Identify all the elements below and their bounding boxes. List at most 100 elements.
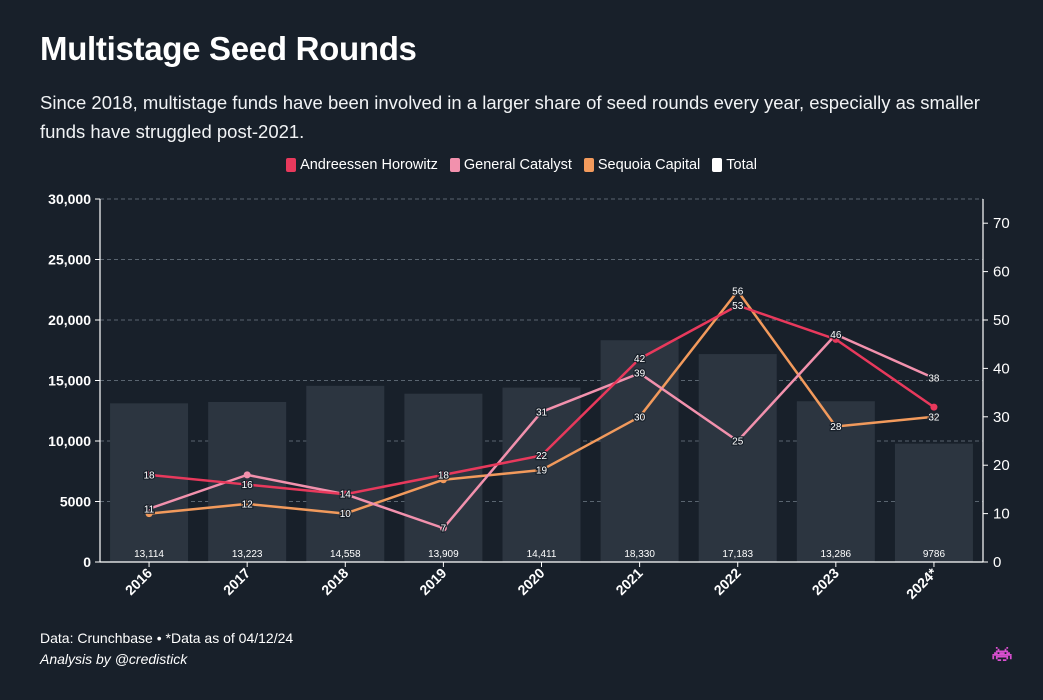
- point-general-catalyst: [439, 524, 447, 532]
- x-axis-tick-label: 2023: [809, 565, 842, 598]
- point-andreessen-horowitz: [145, 471, 153, 479]
- point-value-label: 10: [340, 509, 352, 520]
- point-value-label: 14: [340, 490, 352, 501]
- point-value-label: 7: [441, 524, 447, 535]
- left-axis-tick-label: 20,000: [48, 312, 91, 328]
- point-sequoia-capital: [734, 287, 742, 295]
- point-value-label: 53: [732, 301, 744, 312]
- bar-value-label: 14,411: [527, 549, 557, 560]
- point-general-catalyst: [930, 374, 938, 382]
- legend-swatch: [449, 158, 460, 172]
- point-value-label: 32: [928, 412, 940, 423]
- x-axis-tick-label: 2022: [710, 565, 743, 598]
- point-general-catalyst: [734, 437, 742, 445]
- bar-total-2024*: [894, 443, 973, 562]
- right-axis-tick-label: 40: [993, 360, 1010, 377]
- point-value-label: 30: [634, 412, 646, 423]
- x-axis-tick-label: 2018: [318, 565, 351, 598]
- bar-total-2016: [110, 403, 189, 562]
- point-value-label: 31: [536, 407, 548, 418]
- right-axis-tick-label: 10: [993, 506, 1010, 523]
- right-axis-tick-label: 30: [993, 409, 1010, 426]
- legend-label: Total: [726, 157, 757, 173]
- point-andreessen-horowitz: [341, 490, 349, 498]
- bar-value-label: 18,330: [624, 549, 655, 560]
- point-andreessen-horowitz: [538, 452, 545, 460]
- point-sequoia-capital: [439, 476, 447, 484]
- space-invader-icon: [992, 647, 1012, 661]
- point-general-catalyst: [145, 505, 153, 513]
- point-andreessen-horowitz: [930, 403, 938, 411]
- point-sequoia-capital: [636, 413, 644, 421]
- point-sequoia-capital: [538, 466, 545, 474]
- point-value-label: 18: [143, 470, 155, 481]
- x-axis-tick-label: 2021: [612, 565, 645, 598]
- x-axis-tick-label: 2017: [220, 565, 253, 598]
- bar-value-label: 17,183: [722, 549, 753, 560]
- point-general-catalyst: [243, 471, 251, 479]
- bar-value-label: 13,286: [821, 549, 852, 560]
- point-value-label: 19: [536, 466, 548, 477]
- x-axis-tick-label: 2019: [416, 565, 449, 598]
- legend-label: Sequoia Capital: [597, 157, 701, 173]
- point-andreessen-horowitz: [439, 471, 447, 479]
- legend-item-general-catalyst[interactable]: General Catalyst: [449, 157, 572, 173]
- bar-total-2020: [502, 387, 581, 562]
- legend-swatch: [712, 158, 723, 172]
- legend-item-sequoia-capital[interactable]: Sequoia Capital: [583, 157, 701, 173]
- point-andreessen-horowitz: [636, 355, 644, 363]
- point-value-label: 25: [732, 437, 744, 448]
- bar-total-2022: [698, 354, 777, 562]
- bar-total-2018: [306, 385, 385, 562]
- point-sequoia-capital: [243, 500, 251, 508]
- point-andreessen-horowitz: [832, 335, 840, 343]
- left-axis-tick-label: 10,000: [48, 433, 91, 449]
- left-axis-tick-label: 25,000: [48, 252, 91, 268]
- legend-label: General Catalyst: [463, 157, 572, 173]
- point-value-label: 42: [634, 354, 646, 365]
- point-value-label: 11: [144, 504, 155, 515]
- point-sequoia-capital: [832, 422, 840, 430]
- x-axis-tick-label: 2016: [122, 565, 155, 598]
- point-value-label: 18: [438, 470, 450, 481]
- bar-value-label: 13,223: [232, 549, 263, 560]
- x-axis-tick-label: 2024*: [903, 564, 941, 602]
- point-value-label: 22: [536, 451, 548, 462]
- x-axis-tick-label: 2020: [514, 565, 547, 598]
- legend-item-andreessen-horowitz[interactable]: Andreessen Horowitz: [286, 157, 438, 173]
- left-axis-tick-label: 30,000: [48, 191, 91, 207]
- point-sequoia-capital: [341, 510, 349, 518]
- point-value-label: 16: [242, 480, 254, 491]
- point-value-label: 38: [928, 374, 940, 385]
- point-value-label: 28: [830, 422, 842, 433]
- bar-value-label: 9786: [923, 549, 946, 560]
- legend-label: Andreessen Horowitz: [300, 157, 438, 173]
- left-axis-tick-label: 15,000: [48, 373, 91, 389]
- point-andreessen-horowitz: [734, 301, 742, 309]
- left-axis-tick-label: 0: [83, 554, 91, 570]
- point-general-catalyst: [636, 369, 644, 377]
- chart-legend: Andreessen Horowitz General Catalyst Seq…: [0, 157, 1043, 173]
- data-source-note: Data: Crunchbase • *Data as of 04/12/24: [40, 630, 294, 646]
- bar-value-label: 13,909: [428, 549, 459, 560]
- legend-item-total[interactable]: Total: [712, 157, 757, 173]
- legend-swatch: [286, 158, 297, 172]
- chart-title: Multistage Seed Rounds: [40, 30, 417, 67]
- point-andreessen-horowitz: [243, 481, 251, 489]
- left-axis-tick-label: 5000: [60, 494, 91, 510]
- right-axis-tick-label: 50: [993, 312, 1010, 329]
- point-general-catalyst: [538, 408, 545, 416]
- point-value-label: 46: [830, 330, 842, 341]
- bar-value-label: 13,114: [134, 549, 164, 560]
- right-axis-tick-label: 20: [993, 457, 1010, 474]
- point-sequoia-capital: [930, 413, 938, 421]
- legend-swatch: [583, 158, 594, 172]
- right-axis-tick-label: 0: [993, 554, 1001, 571]
- right-axis-tick-label: 60: [993, 264, 1010, 281]
- point-value-label: 56: [732, 286, 744, 297]
- right-axis-tick-label: 70: [993, 215, 1010, 232]
- bar-total-2021: [600, 340, 679, 562]
- point-general-catalyst: [832, 331, 840, 339]
- analysis-credit: Analysis by @credistick: [40, 651, 188, 667]
